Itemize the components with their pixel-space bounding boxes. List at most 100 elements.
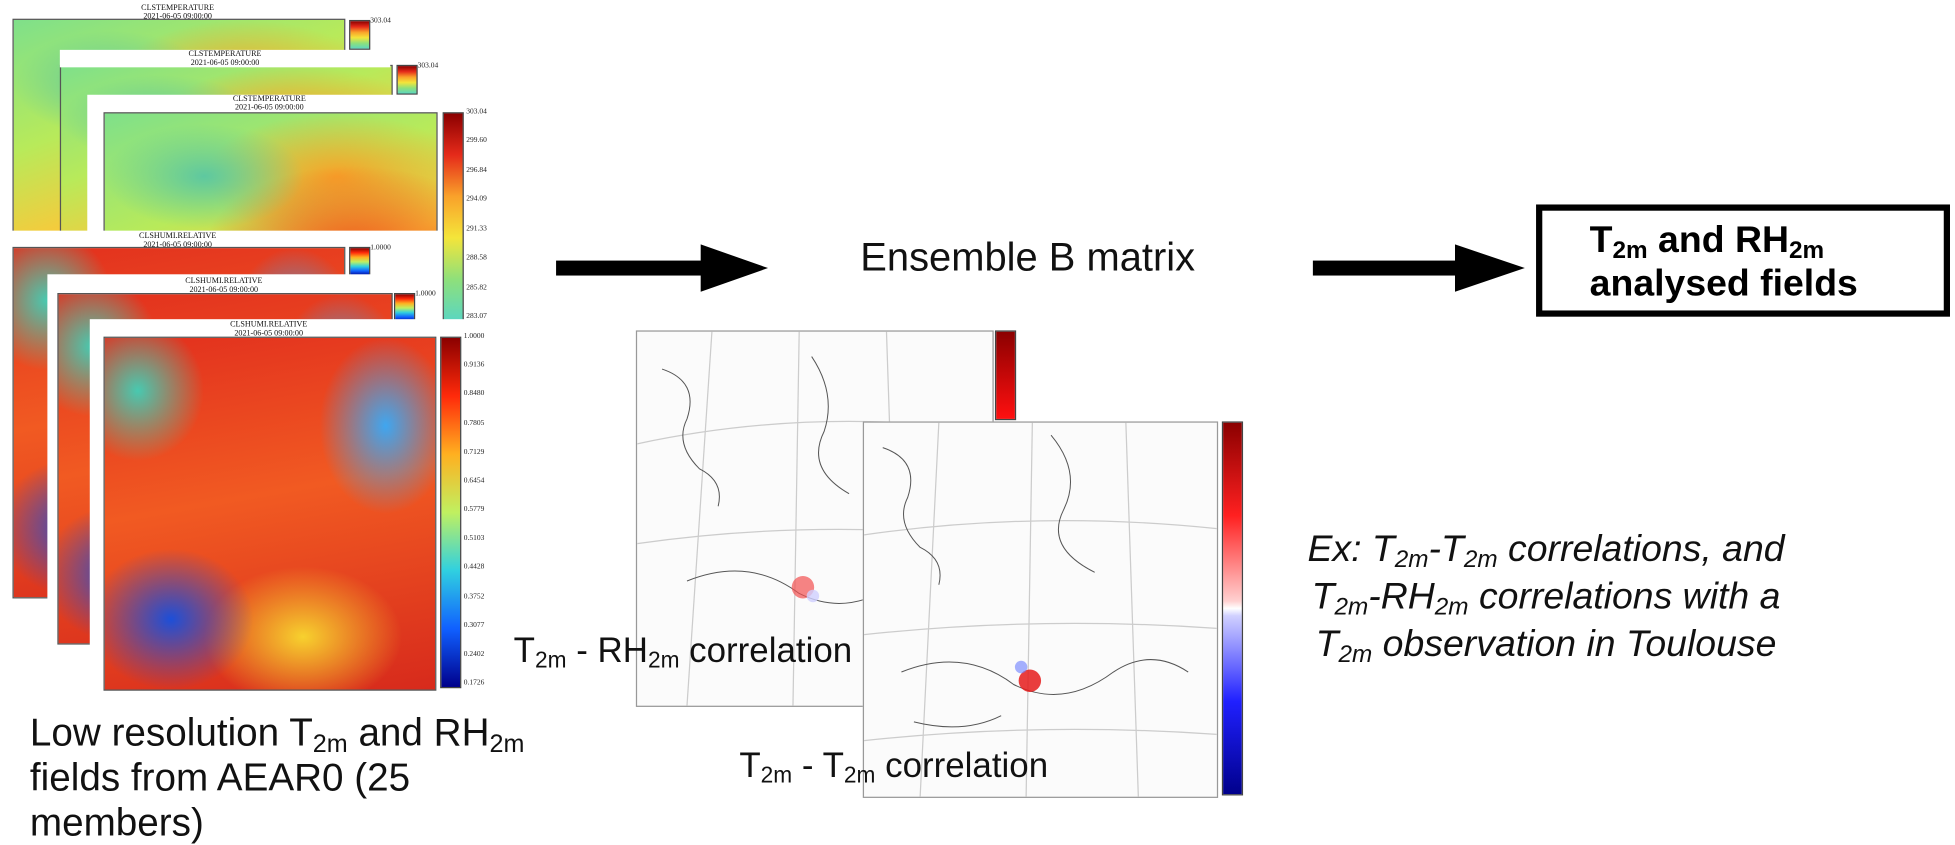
- colorbar: [396, 64, 418, 95]
- text-line: members): [30, 800, 524, 845]
- colorbar-label: 0.6454: [463, 477, 485, 485]
- text-run: correlations with a: [1468, 576, 1781, 618]
- subscript: 2m: [535, 647, 567, 673]
- colorbar-label: 1.0000: [415, 290, 436, 298]
- subscript: 2m: [1788, 236, 1825, 265]
- colorbar-label: 294.09: [466, 196, 487, 204]
- map-title: CLSHUMI.RELATIVE 2021-06-05 09:00:00: [12, 232, 342, 249]
- subscript: 2m: [1338, 640, 1373, 669]
- map-title: CLSHUMI.RELATIVE 2021-06-05 09:00:00: [103, 320, 433, 337]
- map-date: 2021-06-05 09:00:00: [189, 285, 259, 295]
- map-title-text: CLSHUMI.RELATIVE: [230, 320, 308, 330]
- text-line: Low resolution T2m and RH2m: [29, 710, 525, 759]
- subscript: 2m: [760, 762, 793, 788]
- map-date: 2021-06-05 09:00:00: [234, 103, 304, 113]
- colorbar-label: 0.1726: [463, 679, 485, 687]
- text-run: correlation: [679, 630, 853, 670]
- text-run: correlation: [875, 745, 1049, 785]
- colorbar-label: 0.3752: [463, 592, 485, 601]
- correlation-map: [862, 421, 1219, 798]
- example-note: Ex: T2m-T2m correlations, and T2m-RH2m co…: [1272, 526, 1821, 668]
- subscript: 2m: [1334, 593, 1369, 621]
- subscript: 2m: [489, 730, 525, 759]
- colorbar-label: 303.04: [370, 17, 391, 25]
- text-run: members): [29, 800, 204, 845]
- text-line: T2m and RH2m: [1590, 218, 1858, 262]
- map-date: 2021-06-05 09:00:00: [143, 12, 212, 22]
- colorbar-label: 303.04: [417, 62, 439, 70]
- output-box: T2m and RH2m analysed fields: [1536, 204, 1950, 317]
- colorbar: [349, 19, 371, 50]
- text-run: -T: [1428, 528, 1464, 570]
- output-text: T2m and RH2m analysed fields: [1590, 218, 1858, 305]
- text-run: T: [513, 630, 536, 670]
- colorbar-label: 283.07: [466, 312, 487, 321]
- colorbar-label: 0.5779: [463, 506, 485, 514]
- colorbar-label: 296.84: [466, 166, 487, 175]
- text-run: T: [739, 745, 761, 785]
- colorbar-label: 303.04: [466, 108, 487, 116]
- text-line: Ex: T2m-T2m correlations, and: [1272, 526, 1821, 573]
- map-title-text: CLSTEMPERATURE: [141, 3, 215, 13]
- colorbar-label: 0.7805: [463, 419, 485, 428]
- map-title: CLSTEMPERATURE 2021-06-05 09:00:00: [12, 4, 342, 21]
- text-run: T: [1311, 576, 1335, 618]
- colorbar-label: 1.0000: [370, 244, 391, 252]
- text-run: analysed fields: [1589, 263, 1858, 305]
- text-run: correlations, and: [1497, 528, 1785, 570]
- colorbar-label: 291.33: [466, 225, 487, 233]
- colorbar-label: 0.3077: [463, 621, 485, 630]
- colorbar-label: 1.0000: [463, 332, 485, 341]
- subscript: 2m: [647, 647, 680, 673]
- colorbar-label: 0.7129: [463, 448, 485, 456]
- map-title: CLSHUMI.RELATIVE 2021-06-05 09:00:00: [57, 277, 390, 294]
- text-run: T: [1315, 623, 1339, 665]
- text-run: - RH: [566, 630, 648, 670]
- correlation-label: T2m - T2m correlation: [739, 745, 1049, 788]
- map-title: CLSTEMPERATURE 2021-06-05 09:00:00: [59, 49, 391, 68]
- map-title-text: CLSHUMI.RELATIVE: [139, 231, 217, 241]
- text-run: fields from AEAR0 (25: [29, 755, 411, 800]
- text-run: Ex: T: [1307, 528, 1395, 570]
- colorbar: [1221, 421, 1244, 796]
- correlation-label: T2m - RH2m correlation: [513, 630, 853, 673]
- map-title-text: CLSHUMI.RELATIVE: [185, 276, 263, 286]
- arrow: [1312, 244, 1525, 292]
- colorbar-label: 299.60: [466, 137, 487, 146]
- text-line: T2m-RH2m correlations with a: [1272, 574, 1821, 621]
- map-lines: [864, 422, 1217, 797]
- text-run: -RH: [1368, 576, 1435, 618]
- arrow: [556, 244, 769, 292]
- colorbar: [349, 246, 371, 277]
- colorbar: [440, 336, 462, 689]
- colorbar-label: 0.4428: [463, 563, 485, 572]
- text-run: and RH: [1647, 219, 1789, 261]
- subscript: 2m: [1394, 545, 1429, 574]
- colorbar: [442, 112, 464, 322]
- colorbar-label: 0.9136: [463, 361, 485, 370]
- text-run: and RH: [347, 710, 490, 755]
- text-line: fields from AEAR0 (25: [30, 756, 524, 801]
- input-caption: Low resolution T2m and RH2m fields from A…: [30, 711, 524, 845]
- colorbar-label: 0.8480: [463, 390, 485, 399]
- process-label: Ensemble B matrix: [860, 234, 1196, 280]
- colorbar: [994, 330, 1017, 421]
- map-date: 2021-06-05 09:00:00: [143, 240, 212, 250]
- text-run: observation in Toulouse: [1372, 623, 1777, 665]
- subscript: 2m: [1612, 236, 1648, 265]
- subscript: 2m: [843, 762, 876, 788]
- subscript: 2m: [312, 730, 348, 759]
- colorbar-label: 0.5103: [463, 535, 485, 543]
- map-title: CLSTEMPERATURE 2021-06-05 09:00:00: [103, 95, 435, 112]
- humidity-map: [103, 336, 437, 691]
- colorbar-label: 0.2402: [463, 650, 485, 659]
- map-title-text: CLSTEMPERATURE: [232, 94, 306, 104]
- text-run: - T: [792, 745, 844, 785]
- map-title-text: CLSTEMPERATURE: [188, 49, 262, 59]
- map-date: 2021-06-05 09:00:00: [234, 329, 304, 338]
- text-run: T: [1589, 219, 1613, 261]
- map-date: 2021-06-05 09:00:00: [190, 58, 260, 68]
- text-run: Low resolution T: [29, 710, 313, 755]
